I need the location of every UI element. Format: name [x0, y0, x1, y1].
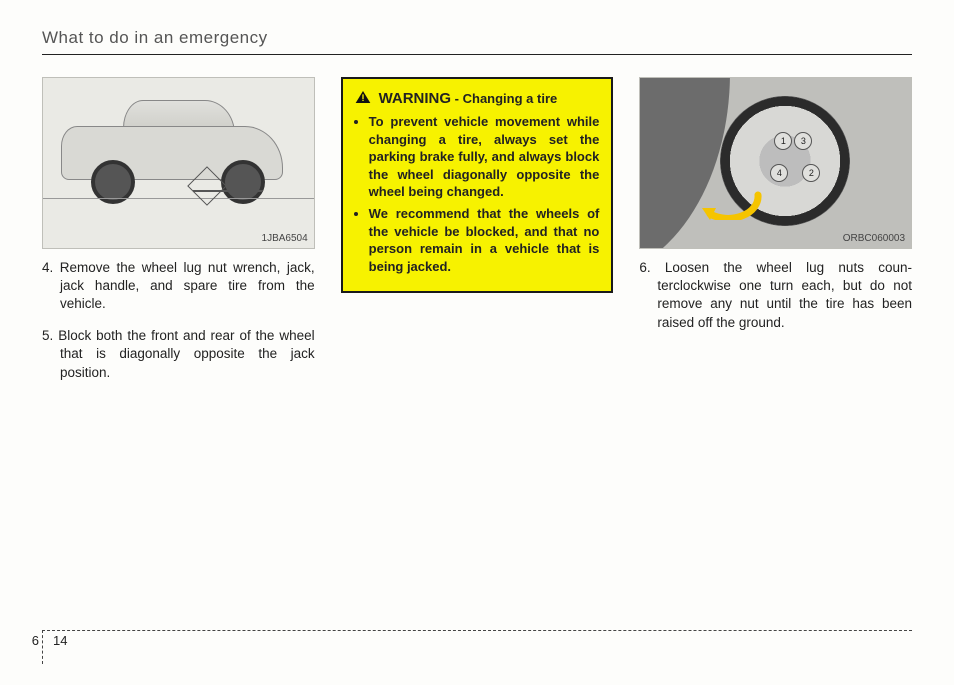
warning-bullet-2: We recommend that the wheels of the vehi…: [369, 205, 600, 275]
warning-bullet-1: To prevent vehicle movement while changi…: [369, 113, 600, 201]
page: What to do in an emergency 1JBA6504 4. R…: [0, 0, 954, 685]
figure-label-right: ORBC060003: [843, 233, 905, 244]
warning-list: To prevent vehicle movement while changi…: [355, 113, 600, 275]
figure-label-left: 1JBA6504: [262, 233, 308, 244]
warning-title: WARNING: [379, 90, 452, 107]
warning-triangle-icon: [355, 90, 371, 104]
header: What to do in an emergency: [42, 28, 912, 55]
lug-nut-3: 3: [794, 132, 812, 150]
footer: 6 14: [42, 630, 912, 655]
warning-subtitle: - Changing a tire: [451, 91, 557, 106]
col-center: WARNING - Changing a tire To prevent veh…: [341, 77, 614, 395]
lug-nut-1: 1: [774, 132, 792, 150]
warning-heading: WARNING - Changing a tire: [355, 89, 600, 109]
col-right: 1 3 4 2 ORBC060003 6. Loosen the wheel l…: [639, 77, 912, 395]
page-number: 14: [53, 633, 67, 648]
step-4: 4. Remove the wheel lug nut wrench, jack…: [42, 259, 315, 314]
header-title: What to do in an emergency: [42, 28, 268, 47]
warning-box: WARNING - Changing a tire To prevent veh…: [341, 77, 614, 293]
columns: 1JBA6504 4. Remove the wheel lug nut wre…: [42, 77, 912, 395]
footer-gutter: 6 14: [42, 630, 43, 664]
col-left: 1JBA6504 4. Remove the wheel lug nut wre…: [42, 77, 315, 395]
step-6: 6. Loosen the wheel lug nuts coun­terclo…: [639, 259, 912, 332]
lug-nut-2: 2: [802, 164, 820, 182]
lug-nut-4: 4: [770, 164, 788, 182]
section-number: 6: [25, 633, 39, 648]
figure-car-jack: 1JBA6504: [42, 77, 315, 249]
fender-icon: [639, 77, 730, 249]
ccw-arrow-icon: [698, 190, 768, 220]
jack-icon: [193, 190, 263, 192]
ground-line: [43, 198, 314, 199]
step-5: 5. Block both the front and rear of the …: [42, 327, 315, 382]
figure-wheel-loosen: 1 3 4 2 ORBC060003: [639, 77, 912, 249]
